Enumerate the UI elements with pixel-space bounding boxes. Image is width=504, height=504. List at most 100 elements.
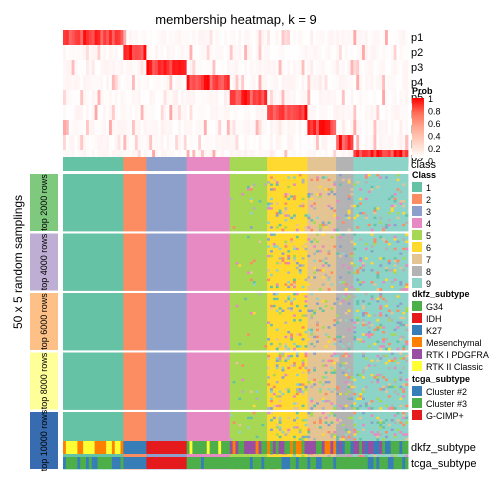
sampling-cell [201,240,205,244]
sampling-cell [97,243,101,246]
sampling-cell [313,233,317,237]
sampling-cell [293,178,297,182]
sampling-cell [278,235,282,239]
sampling-cell [94,245,98,249]
prob-cell [129,45,133,60]
sampling-cell [132,174,136,177]
sampling-cell [295,247,300,251]
sampling-cell [68,195,73,199]
sampling-cell [321,223,326,227]
sampling-cell [232,181,236,184]
sampling-cell [356,190,360,194]
prob-cell [74,105,78,120]
sampling-cell [137,212,142,215]
sampling-cell [327,207,331,211]
sampling-cell [129,193,133,196]
sampling-cell [370,221,374,225]
sampling-cell [293,174,297,177]
sampling-cell [189,209,193,213]
sampling-cell [224,247,228,251]
sampling-cell [290,176,294,180]
sampling-cell [272,185,277,189]
sampling-cell [321,238,326,242]
sampling-cell [333,238,337,242]
sampling-cell [376,233,380,237]
sampling-cell [160,243,165,246]
sampling-cell [111,212,116,215]
class-cell [324,157,328,171]
prob-row-p2 [63,45,409,60]
sampling-cell [212,181,216,184]
sampling-cell [387,193,392,196]
sampling-cell [71,243,75,246]
sampling-cell [278,181,282,184]
sampling-cell [134,204,139,208]
prob-cell [129,135,133,150]
class-cell [146,157,150,171]
prob-cell [341,45,346,60]
sampling-cell [379,212,383,215]
sampling-cell [396,243,400,246]
prob-cell [258,105,262,120]
sampling-cell [272,209,277,213]
class-cell [362,157,366,171]
sampling-cell [321,197,326,201]
class-cell [405,157,409,171]
sampling-cell [382,202,386,206]
sampling-cell [247,207,251,211]
sampling-cell [80,193,84,196]
sampling-cell [379,204,383,208]
sampling-cell [157,190,162,194]
sampling-cell [333,174,337,177]
sampling-cell [359,212,363,215]
sampling-cell [376,178,380,182]
sampling-cell [281,183,285,187]
prob-cell [65,60,70,75]
sampling-cell [160,250,165,253]
prob-cell [74,45,78,60]
sampling-cell [117,212,121,215]
sampling-cell [290,214,294,218]
prob-cell [169,45,173,60]
sampling-cell [356,214,360,218]
sampling-cell [270,240,274,244]
sampling-cell [166,238,170,242]
sampling-cell [307,216,311,220]
class-cell [198,157,202,171]
sampling-cell [284,207,288,211]
sampling-cell [114,219,119,222]
sampling-cell [166,233,170,237]
sampling-cell [137,247,142,251]
sampling-cell [284,202,288,206]
sampling-cell [264,178,268,182]
sampling-cell [218,223,222,227]
prob-cell [123,90,127,105]
sampling-cell [117,185,121,189]
sampling-cell [203,174,208,177]
sampling-cell [270,209,274,213]
sampling-cell [399,174,403,177]
prob-cell [376,90,380,105]
prob-cell [304,90,308,105]
sampling-cell [166,204,170,208]
sampling-cell [364,181,369,184]
sampling-cell [201,223,205,227]
sampling-cell [111,190,116,194]
sampling-cell [224,226,228,230]
sampling-cell [264,193,268,196]
sampling-cell [321,178,326,182]
sampling-cell [180,235,185,239]
sampling-cell [212,204,216,208]
sampling-cell [382,207,386,211]
sampling-cell [163,226,167,230]
prob-cell [109,60,113,75]
sampling-cell [157,233,162,237]
sampling-cell [238,221,242,225]
sampling-cell [373,181,377,184]
sampling-cell [370,190,374,194]
sampling-cell [307,195,311,199]
sampling-cell [83,228,87,232]
prob-cell [293,105,297,120]
sampling-cell [336,176,340,180]
prob-cell [356,45,360,60]
